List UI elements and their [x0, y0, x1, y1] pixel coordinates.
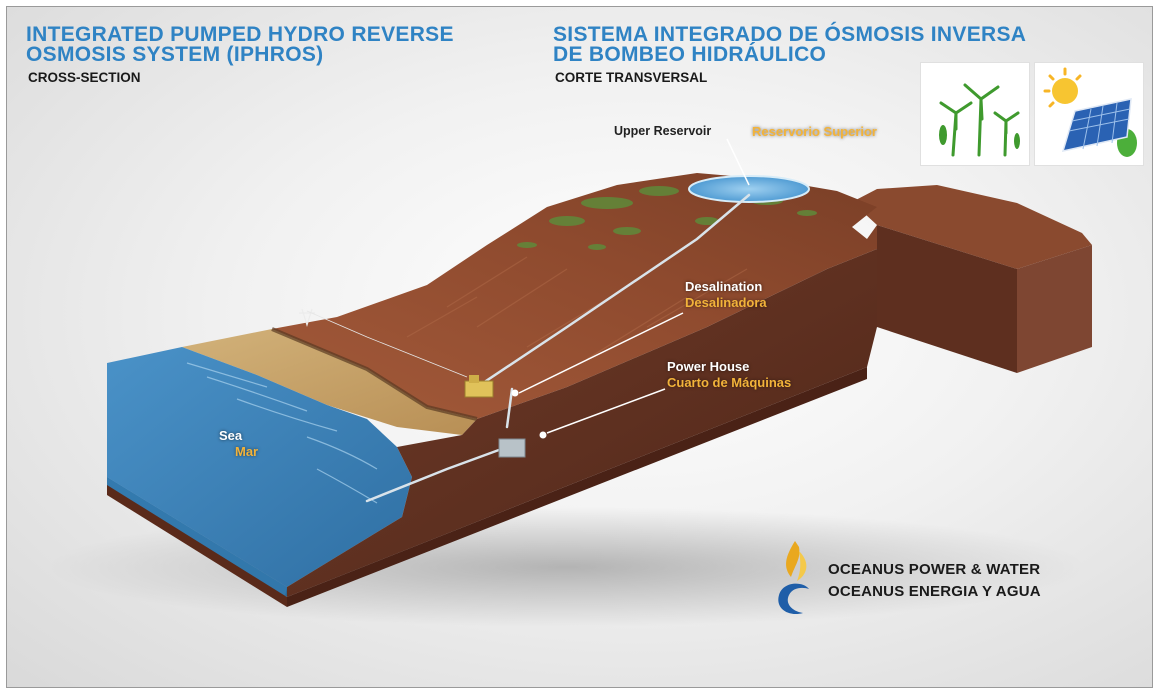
wind-turbine-icon: [939, 83, 1020, 157]
title-es-line2: DE BOMBEO HIDRÁULICO: [553, 43, 827, 66]
wind-turbine-icon-box: [920, 62, 1030, 166]
terrain-cross-section: [47, 138, 1092, 627]
label-sea-en: Sea: [219, 428, 243, 443]
solar-panel-icon-box: [1034, 62, 1144, 166]
label-desalination-es: Desalinadora: [685, 295, 767, 310]
logo-text-es: OCEANUS ENERGIA Y AGUA: [828, 583, 1041, 600]
title-en-line2: OSMOSIS SYSTEM (IPHROS): [26, 43, 324, 66]
label-power-house-es: Cuarto de Máquinas: [667, 375, 792, 390]
logo-text-en: OCEANUS POWER & WATER: [828, 561, 1041, 578]
title-en-line1: INTEGRATED PUMPED HYDRO REVERSE: [26, 23, 454, 46]
title-es-line1: SISTEMA INTEGRADO DE ÓSMOSIS INVERSA: [553, 23, 1027, 46]
diagram-frame: INTEGRATED PUMPED HYDRO REVERSE OSMOSIS …: [6, 6, 1153, 688]
label-upper-reservoir-es: Reservorio Superior: [752, 124, 877, 139]
oceanus-logo-icon: [778, 541, 809, 615]
label-sea-es: Mar: [235, 444, 259, 459]
subtitle-en: CROSS-SECTION: [28, 70, 141, 85]
label-desalination-en: Desalination: [685, 279, 763, 294]
label-power-house-en: Power House: [667, 359, 750, 374]
solar-panel-icon: [1043, 67, 1137, 157]
subtitle-es: CORTE TRANSVERSAL: [555, 70, 708, 85]
label-upper-reservoir-en: Upper Reservoir: [614, 124, 712, 138]
